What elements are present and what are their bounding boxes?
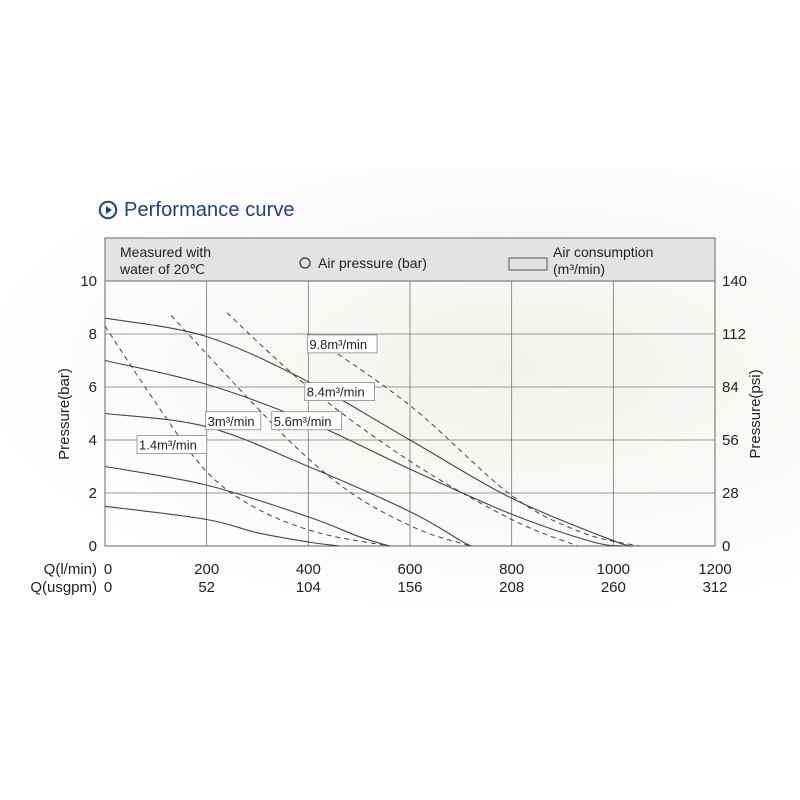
x-tick-label: 600	[397, 561, 422, 578]
x-axis-label-primary: Q(l/min)	[44, 561, 97, 578]
x-tick-label-usgpm: 52	[198, 579, 215, 596]
x-tick-label: 200	[194, 561, 219, 578]
annotation-box	[306, 334, 378, 354]
air-pressure-curve	[104, 359, 624, 547]
x-tick-label-usgpm: 260	[601, 579, 626, 596]
axes-layer: 0020052400104600156800208100026012003120…	[30, 273, 764, 596]
annotations-layer: 9.8m³/min 8.4m³/min 3m³/min 5.6m³/min 1.4m³/…	[136, 334, 378, 455]
air-pressure-curve	[104, 465, 390, 547]
annotation-text: 5.6m³/min	[274, 414, 332, 429]
y-tick-label-psi: 0	[722, 538, 730, 555]
annotation-text: 1.4m³/min	[139, 438, 197, 453]
annotation-label: 8.4m³/min	[304, 382, 375, 402]
legend-air-pressure-icon	[299, 257, 311, 269]
annotation-label: 3m³/min	[205, 411, 262, 431]
air-pressure-curve	[104, 317, 634, 547]
annotation-box	[271, 411, 342, 431]
x-tick-label: 400	[296, 561, 321, 578]
air-pressure-curve	[104, 412, 472, 547]
annotation-label: 1.4m³/min	[136, 435, 208, 455]
x-tick-label: 0	[104, 561, 112, 578]
series-layer	[104, 312, 639, 547]
y-tick-label-psi: 56	[722, 432, 739, 449]
y-tick-label: 0	[89, 538, 97, 555]
x-axis-label-secondary: Q(usgpm)	[30, 579, 97, 596]
legend-air-consumption-icon	[508, 257, 548, 271]
annotation-label: 9.8m³/min	[306, 334, 378, 354]
y-axis-label-left: Pressure(bar)	[56, 368, 73, 460]
play-circle-icon	[98, 200, 118, 220]
annotation-text: 8.4m³/min	[307, 385, 365, 400]
legend-air-pressure: Air pressure (bar)	[318, 255, 427, 271]
chart-header: Performance curve	[98, 196, 295, 224]
x-tick-label: 1000	[597, 561, 630, 578]
y-tick-label-psi: 28	[722, 485, 739, 502]
annotation-box	[205, 411, 262, 431]
y-tick-label: 2	[89, 485, 97, 502]
x-tick-label: 800	[499, 561, 524, 578]
y-tick-label: 10	[80, 273, 97, 290]
air-pressure-curve	[104, 505, 339, 547]
legend-measured-line2: water of 20℃	[119, 261, 205, 277]
air-consumption-curve	[170, 315, 472, 547]
annotation-box	[136, 435, 208, 455]
y-tick-label-psi: 84	[722, 379, 739, 396]
annotation-box	[304, 382, 375, 402]
annotation-label: 5.6m³/min	[271, 411, 342, 431]
chart-title: Performance curve	[124, 198, 295, 221]
y-axis-label-right: Pressure(psi)	[747, 369, 764, 458]
y-tick-label: 8	[89, 326, 97, 343]
legend-measured-line1: Measured with	[120, 244, 211, 260]
legend-air-consumption-line1: Air consumption	[553, 244, 653, 260]
annotation-text: 9.8m³/min	[309, 337, 367, 352]
air-consumption-curve	[104, 325, 390, 547]
y-tick-label-psi: 140	[722, 273, 747, 290]
annotation-text: 3m³/min	[208, 414, 255, 429]
x-tick-label-usgpm: 156	[397, 579, 422, 596]
y-tick-label: 4	[89, 432, 97, 449]
y-tick-label-psi: 112	[722, 326, 746, 343]
y-tick-label: 6	[89, 379, 97, 396]
x-tick-label-usgpm: 312	[702, 579, 727, 596]
legend-band	[104, 237, 716, 282]
x-tick-label-usgpm: 0	[104, 579, 112, 596]
grid	[104, 280, 716, 547]
x-tick-label: 1200	[698, 561, 731, 578]
legend-air-consumption-line2: (m³/min)	[553, 261, 605, 277]
x-tick-label-usgpm: 104	[296, 579, 321, 596]
air-consumption-curve	[308, 333, 639, 547]
x-tick-label-usgpm: 208	[499, 579, 524, 596]
